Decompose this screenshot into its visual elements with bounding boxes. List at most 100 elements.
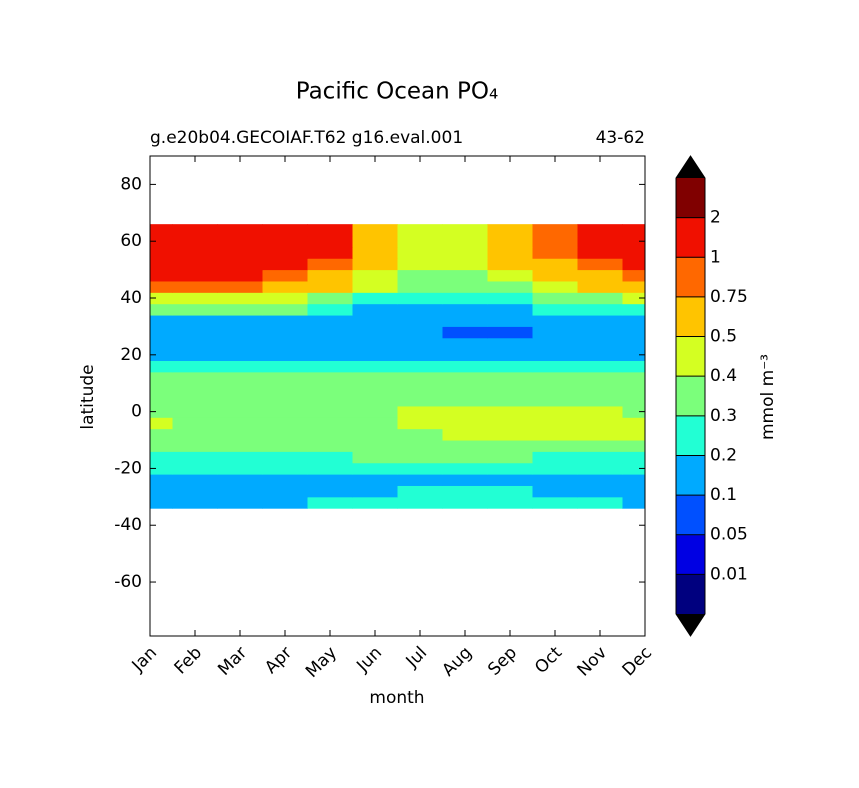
contour-cell — [577, 224, 623, 237]
contour-cell — [532, 224, 578, 237]
contour-cell — [307, 485, 353, 498]
contour-cell — [352, 485, 398, 498]
colorbar-segment — [676, 257, 705, 298]
contour-cell — [307, 315, 353, 327]
contour-cell — [487, 485, 533, 498]
contour-cell — [172, 246, 218, 259]
contour-cell — [487, 360, 533, 373]
contour-cell — [532, 269, 578, 282]
contour-cell — [577, 383, 623, 396]
contour-cell — [172, 405, 218, 418]
contour-cell — [217, 292, 263, 305]
contour-cell — [262, 462, 308, 475]
contour-cell — [487, 303, 533, 316]
contour-cell — [622, 269, 646, 282]
contour-cell — [487, 337, 533, 350]
contour-cell — [532, 326, 578, 339]
contour-cell — [352, 337, 398, 350]
contour-cell — [217, 417, 263, 430]
contour-cell — [622, 428, 646, 441]
contour-cell — [532, 246, 578, 259]
colorbar-segment — [676, 534, 705, 575]
contour-cell — [150, 326, 173, 339]
contour-cell — [352, 258, 398, 271]
chart-title: Pacific Ocean PO₄ — [296, 79, 499, 105]
contour-cell — [622, 485, 646, 498]
contour-cell — [262, 292, 308, 305]
contour-cell — [262, 269, 308, 282]
contour-cell — [150, 224, 173, 237]
contour-cell — [622, 371, 646, 384]
colorbar-segment — [676, 336, 705, 377]
contour-cell — [172, 315, 218, 327]
contour-cell — [532, 440, 578, 452]
contour-cell — [577, 496, 623, 509]
contour-cell — [307, 269, 353, 282]
contour-cell — [217, 360, 263, 373]
colorbar-tick-label: 0.1 — [710, 485, 737, 505]
contour-cell — [442, 337, 488, 350]
contour-cell — [577, 303, 623, 316]
contour-cell — [150, 462, 173, 475]
colorbar-frame — [675, 155, 706, 637]
contour-cell — [442, 383, 488, 396]
contour-cell — [622, 337, 646, 350]
contour-cell — [352, 326, 398, 339]
contour-cell — [150, 280, 173, 293]
contour-cell — [307, 246, 353, 259]
contour-cell — [352, 280, 398, 293]
contour-cell — [487, 405, 533, 418]
contour-cell — [622, 326, 646, 339]
contour-cell — [622, 417, 646, 430]
contour-cell — [397, 360, 443, 373]
contour-cell — [262, 405, 308, 418]
contour-cell — [352, 235, 398, 248]
contour-cell — [442, 292, 488, 305]
contour-cell — [172, 440, 218, 452]
colorbar-tick-label: 2 — [710, 208, 721, 228]
contour-cell — [442, 451, 488, 464]
contour-cell — [262, 360, 308, 373]
contour-cell — [307, 326, 353, 339]
contour-cell — [487, 383, 533, 396]
contour-cell — [172, 451, 218, 464]
contour-cell — [442, 394, 488, 407]
contour-cell — [150, 315, 173, 327]
contour-cell — [397, 292, 443, 305]
subtitle-left: g.e20b04.GECOIAF.T62 g16.eval.001 — [150, 128, 463, 148]
contour-cell — [217, 462, 263, 475]
contour-cell — [442, 360, 488, 373]
contour-cell — [217, 303, 263, 316]
contour-cell — [442, 303, 488, 316]
contour-cell — [442, 269, 488, 282]
x-tick-label: Sep — [484, 643, 521, 680]
contour-cell — [262, 246, 308, 259]
colorbar-label: mmol m⁻³ — [758, 354, 778, 440]
contour-cell — [622, 246, 646, 259]
colorbar-tick-label: 0.2 — [710, 445, 737, 465]
x-tick-label: Jul — [402, 643, 431, 672]
contour-cell — [487, 417, 533, 430]
contour-cell — [262, 349, 308, 361]
contour-cell — [532, 371, 578, 384]
colorbar-segment — [676, 415, 705, 456]
contour-cell — [622, 462, 646, 475]
contour-cell — [307, 428, 353, 441]
contour-cell — [352, 371, 398, 384]
contour-cell — [532, 394, 578, 407]
contour-cell — [577, 451, 623, 464]
contour-cell — [397, 405, 443, 418]
contour-cell — [577, 474, 623, 486]
contour-cell — [217, 258, 263, 271]
contour-cell — [397, 440, 443, 452]
contour-cell — [150, 383, 173, 396]
contour-cell — [442, 496, 488, 509]
contour-cell — [352, 394, 398, 407]
contour-cell — [397, 371, 443, 384]
contour-cell — [397, 326, 443, 339]
contour-cell — [172, 337, 218, 350]
contour-cell — [442, 405, 488, 418]
contour-cell — [532, 417, 578, 430]
contour-cell — [307, 383, 353, 396]
contour-cell — [397, 496, 443, 509]
